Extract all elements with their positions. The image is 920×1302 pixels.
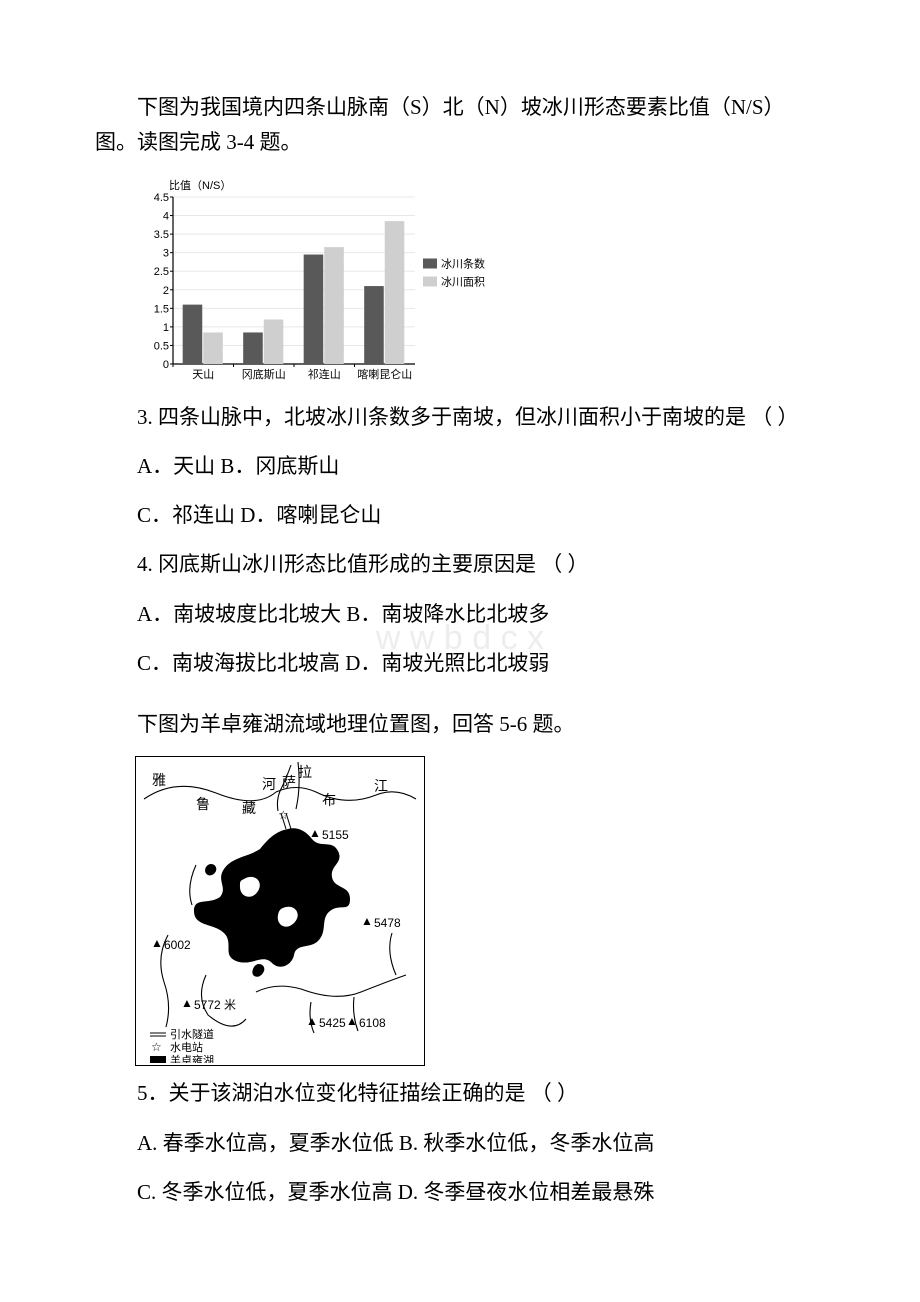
svg-text:河: 河 (262, 777, 276, 793)
svg-text:6108: 6108 (359, 1016, 386, 1030)
svg-text:▲: ▲ (181, 996, 193, 1010)
q4-options-cd: C．南坡海拔比北坡高 D．南坡光照比北坡弱 (95, 646, 825, 681)
svg-text:雅: 雅 (152, 773, 166, 789)
intro-1: 下图为我国境内四条山脉南（S）北（N）坡冰川形态要素比值（N/S）图。读图完成 … (95, 90, 825, 161)
svg-text:3: 3 (163, 247, 169, 259)
svg-text:比值（N/S）: 比值（N/S） (169, 179, 231, 192)
svg-text:▲: ▲ (346, 1014, 358, 1028)
q3-stem: 3. 四条山脉中，北坡冰川条数多于南坡，但冰川面积小于南坡的是 （ ） (95, 400, 825, 435)
svg-text:祁连山: 祁连山 (308, 367, 341, 381)
svg-text:2: 2 (163, 284, 169, 296)
svg-text:江: 江 (374, 779, 388, 795)
q5-options-ab: A. 春季水位高，夏季水位低 B. 秋季水位低，冬季水位高 (95, 1126, 825, 1161)
svg-text:▲: ▲ (306, 1014, 318, 1028)
svg-text:冰川条数: 冰川条数 (441, 256, 485, 270)
svg-text:布: 布 (322, 793, 336, 809)
q3-options-cd: C．祁连山 D．喀喇昆仑山 (95, 498, 825, 533)
svg-text:喀喇昆仑山: 喀喇昆仑山 (357, 367, 412, 381)
intro-2: 下图为羊卓雍湖流域地理位置图，回答 5-6 题。 (95, 707, 825, 742)
svg-text:0.5: 0.5 (154, 340, 169, 352)
svg-text:5772 米: 5772 米 (194, 998, 236, 1012)
svg-text:5425: 5425 (319, 1016, 346, 1030)
svg-text:5478: 5478 (374, 916, 401, 930)
svg-text:天山: 天山 (192, 368, 214, 381)
chart-svg: 比值（N/S） 0 0.5 1 1.5 2 2.5 3 3.5 4 4.5 天山 冈底斯山 祁连山 喀喇昆仑… (135, 175, 505, 390)
svg-text:▲: ▲ (151, 936, 163, 950)
svg-text:5155: 5155 (322, 828, 349, 842)
svg-text:鲁: 鲁 (196, 797, 210, 813)
svg-text:冈底斯山: 冈底斯山 (242, 367, 286, 381)
glacier-ratio-chart: 比值（N/S） 0 0.5 1 1.5 2 2.5 3 3.5 4 4.5 天山 冈底斯山 祁连山 喀喇昆仑… (135, 175, 825, 390)
yangzhuoyong-lake-map: 雅鲁藏河萨拉布江☆▲5155▲5478▲6002▲5772 米▲5425▲610… (135, 756, 425, 1066)
svg-text:4.5: 4.5 (154, 192, 169, 204)
svg-text:3.5: 3.5 (154, 229, 169, 241)
svg-text:萨: 萨 (282, 775, 296, 791)
svg-text:4: 4 (163, 210, 169, 222)
svg-text:冰川面积: 冰川面积 (441, 275, 485, 288)
svg-text:拉: 拉 (298, 765, 312, 781)
svg-text:▲: ▲ (309, 826, 321, 840)
svg-text:1: 1 (163, 321, 169, 333)
svg-text:6002: 6002 (164, 938, 191, 952)
q4-options-ab: A．南坡坡度比北坡大 B．南坡降水比北坡多 (95, 597, 825, 632)
map-svg: 雅鲁藏河萨拉布江☆▲5155▲5478▲6002▲5772 米▲5425▲610… (136, 757, 422, 1063)
q5-stem: 5．关于该湖泊水位变化特征描绘正确的是 （ ） (95, 1076, 825, 1111)
svg-text:☆: ☆ (278, 808, 289, 822)
svg-text:藏: 藏 (242, 801, 256, 817)
svg-text:▲: ▲ (361, 914, 373, 928)
q4-stem: 4. 冈底斯山冰川形态比值形成的主要原因是 （ ） (95, 547, 825, 582)
q3-options-ab: A．天山 B．冈底斯山 (95, 449, 825, 484)
svg-text:☆: ☆ (151, 1040, 162, 1054)
svg-text:羊卓雍湖: 羊卓雍湖 (170, 1053, 214, 1063)
svg-text:0: 0 (163, 359, 169, 371)
q5-options-cd: C. 冬季水位低，夏季水位高 D. 冬季昼夜水位相差最悬殊 (95, 1175, 825, 1210)
svg-text:2.5: 2.5 (154, 266, 169, 278)
svg-text:引水隧道: 引水隧道 (170, 1027, 214, 1041)
svg-text:水电站: 水电站 (170, 1040, 203, 1054)
svg-text:1.5: 1.5 (154, 303, 169, 315)
